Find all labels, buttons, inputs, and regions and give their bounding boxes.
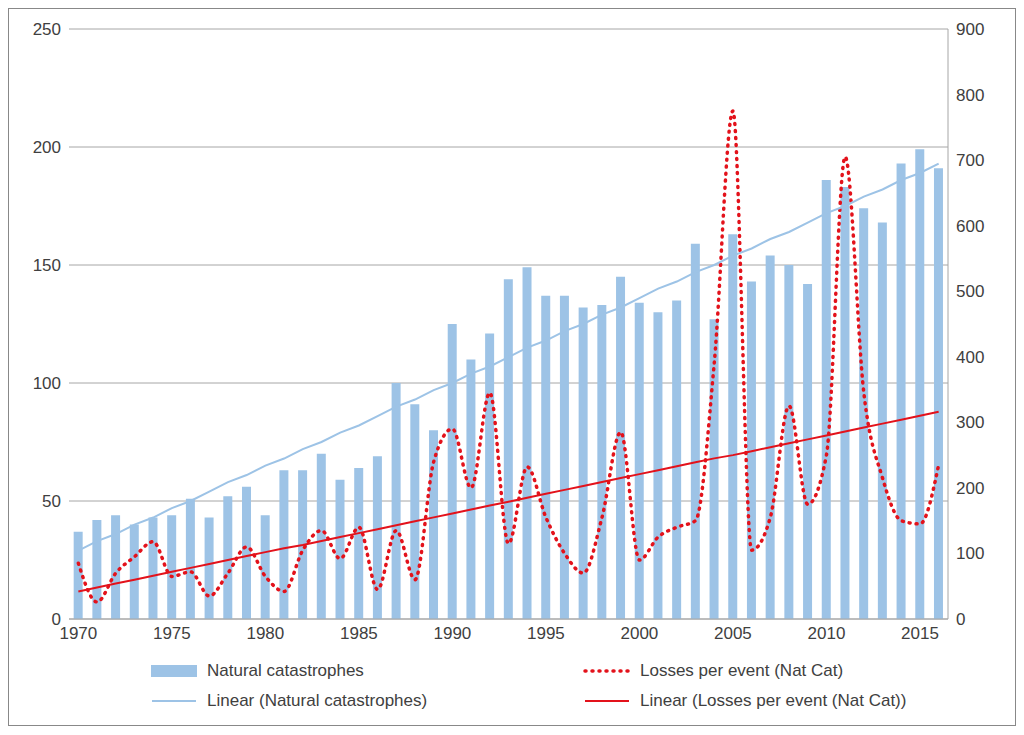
- svg-text:800: 800: [956, 86, 984, 105]
- svg-text:1980: 1980: [246, 624, 284, 643]
- svg-text:300: 300: [956, 413, 984, 432]
- svg-text:2015: 2015: [901, 624, 939, 643]
- svg-text:200: 200: [956, 479, 984, 498]
- svg-text:2010: 2010: [808, 624, 846, 643]
- svg-text:250: 250: [33, 20, 61, 39]
- svg-text:100: 100: [956, 544, 984, 563]
- svg-text:100: 100: [33, 374, 61, 393]
- svg-text:150: 150: [33, 256, 61, 275]
- html-text:Natural catastrophes: Natural catastrophes: [207, 661, 364, 680]
- html-text:Linear (Losses per event (Nat: Linear (Losses per event (Nat Cat)): [640, 691, 907, 710]
- svg-text:0: 0: [52, 610, 61, 629]
- svg-text:50: 50: [42, 492, 61, 511]
- svg-text:1990: 1990: [433, 624, 471, 643]
- html-text:Losses per event (Nat Cat): Losses per event (Nat Cat): [640, 661, 844, 680]
- svg-text:2005: 2005: [714, 624, 752, 643]
- svg-text:2000: 2000: [621, 624, 659, 643]
- svg-text:600: 600: [956, 217, 984, 236]
- svg-text:0: 0: [956, 610, 965, 629]
- svg-text:400: 400: [956, 348, 984, 367]
- svg-text:1985: 1985: [340, 624, 378, 643]
- svg-text:200: 200: [33, 138, 61, 157]
- svg-text:1995: 1995: [527, 624, 565, 643]
- svg-text:1970: 1970: [59, 624, 97, 643]
- svg-text:1975: 1975: [153, 624, 191, 643]
- html-text:Linear (Natural catastrophes): Linear (Natural catastrophes): [207, 691, 428, 710]
- svg-text:500: 500: [956, 282, 984, 301]
- svg-text:700: 700: [956, 151, 984, 170]
- svg-text:900: 900: [956, 20, 984, 39]
